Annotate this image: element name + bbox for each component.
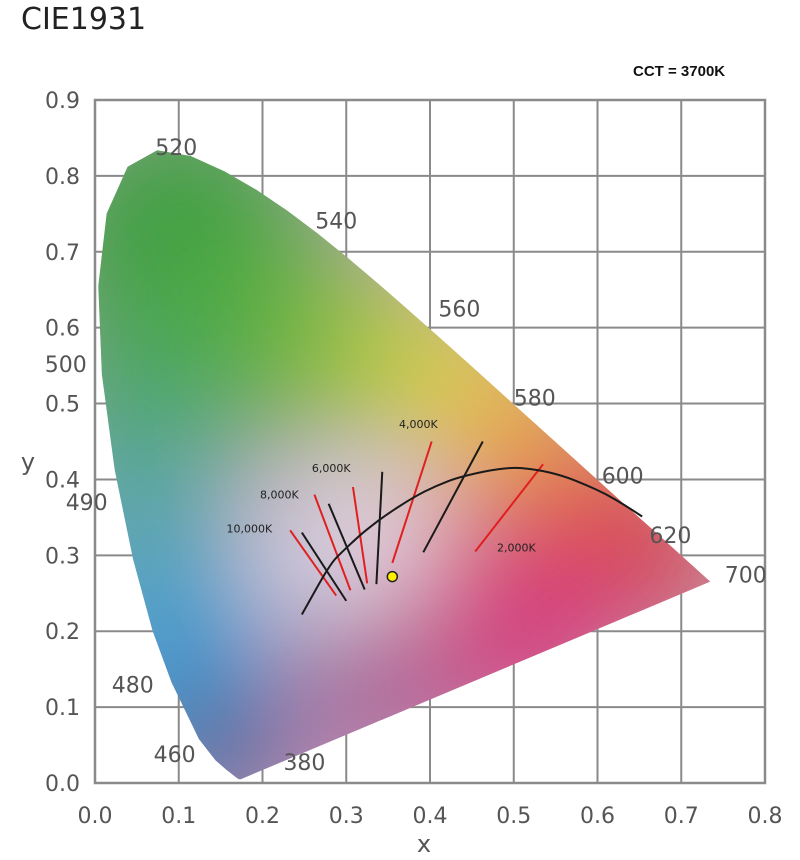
y-tick-label: 0.3 <box>45 544 80 569</box>
y-tick-label: 0.0 <box>45 772 80 797</box>
tick-labels: 0.0 0.1 0.2 0.3 0.4 0.5 0.6 0.7 0.8 0.0 0.1 0.2 0.3 0… <box>45 89 783 829</box>
y-tick-label: 0.6 <box>45 317 80 342</box>
wavelength-label: 700 <box>725 563 767 588</box>
y-tick-label: 0.5 <box>45 393 80 418</box>
wavelength-label: 460 <box>154 743 196 768</box>
page-title: CIE1931 <box>21 2 147 37</box>
cct-label: 2,000K <box>497 542 536 555</box>
x-tick-label: 0.0 <box>78 804 113 829</box>
color-blob <box>291 596 452 757</box>
y-tick-label: 0.7 <box>45 241 80 266</box>
isotherm-line-red <box>313 494 352 591</box>
x-tick-label: 0.7 <box>664 804 699 829</box>
x-tick-label: 0.2 <box>245 804 280 829</box>
cct-label: 10,000K <box>226 523 272 536</box>
x-tick-label: 0.3 <box>329 804 364 829</box>
x-tick-label: 0.5 <box>496 804 531 829</box>
isotherm-line <box>375 471 384 585</box>
wavelength-label: 500 <box>45 353 87 378</box>
cct-labels: 10,000K 8,000K 6,000K 4,000K 2,000K <box>226 418 536 555</box>
isotherm-lines <box>289 441 544 602</box>
isotherm-line <box>422 441 484 553</box>
wavelength-label: 600 <box>602 465 644 490</box>
y-tick-label: 0.4 <box>45 468 80 493</box>
planckian-locus <box>300 466 643 616</box>
wavelength-label: 520 <box>155 136 197 161</box>
isotherm-line-red <box>474 463 544 553</box>
x-tick-label: 0.8 <box>748 804 783 829</box>
wavelength-label: 480 <box>112 673 154 698</box>
x-tick-label: 0.1 <box>161 804 196 829</box>
wavelength-label: 540 <box>315 210 357 235</box>
wavelength-label: 560 <box>438 298 480 323</box>
isotherm-line <box>301 532 348 602</box>
x-tick-label: 0.6 <box>580 804 615 829</box>
wavelength-label: 580 <box>514 386 556 411</box>
isotherm-line-red <box>391 441 433 564</box>
cct-readout: CCT = 3700K <box>633 63 726 80</box>
cct-label: 4,000K <box>399 418 438 431</box>
cct-label: 6,000K <box>312 462 351 475</box>
y-tick-label: 0.1 <box>45 696 80 721</box>
y-tick-label: 0.8 <box>45 165 80 190</box>
isotherm-line-red <box>289 529 338 597</box>
gamut-fill <box>98 150 711 780</box>
chromaticity-marker <box>386 570 399 583</box>
x-axis-label: x <box>417 830 431 858</box>
gamut-blend <box>98 150 711 780</box>
x-tick-label: 0.4 <box>413 804 448 829</box>
y-tick-label: 0.2 <box>45 620 80 645</box>
wavelength-labels: 520 540 560 580 600 620 700 500 490 480 460 380 <box>45 136 767 776</box>
wavelength-label: 490 <box>66 491 108 516</box>
wavelength-label: 380 <box>283 751 325 776</box>
y-axis-label: y <box>21 448 35 476</box>
cct-label: 8,000K <box>260 488 299 501</box>
y-tick-label: 0.9 <box>45 89 80 114</box>
wavelength-label: 620 <box>649 524 691 549</box>
